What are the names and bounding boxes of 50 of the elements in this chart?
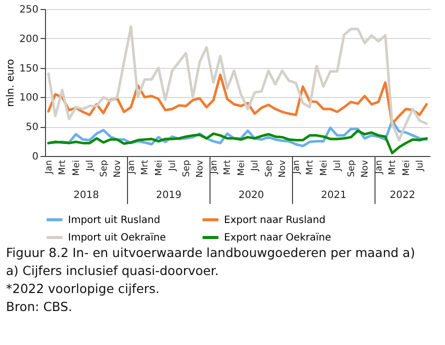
y-tick-label: 250 — [19, 4, 38, 16]
text: *2022 voorlopige cijfers. — [6, 280, 161, 298]
legend-label: Export naar Rusland — [224, 214, 326, 226]
text: 2019 — [156, 190, 182, 201]
x-tick-label: Mrt — [58, 160, 68, 175]
x-tick-label: Jul — [86, 160, 96, 172]
y-tick-label: 50 — [26, 122, 38, 134]
text: 2022 — [390, 190, 416, 201]
x-tick-label: Jan — [292, 160, 302, 175]
legend-label: Import uit Oekraïne — [68, 232, 166, 244]
x-tick-label: Mei — [319, 160, 330, 176]
y-tick-label: 150 — [19, 63, 38, 74]
y-axis-title: mln. euro — [5, 59, 16, 107]
x-tick-label: Mrt — [140, 160, 151, 175]
y-tick-label: 100 — [19, 92, 38, 104]
text: 2018 — [74, 190, 99, 201]
x-tick-label: Nov — [278, 159, 288, 178]
x-tick-label: Sep — [99, 160, 110, 177]
x-tick-label: Jan — [209, 160, 220, 175]
x-tick-label: Sep — [264, 160, 274, 177]
x-tick-label: Jul — [168, 160, 178, 172]
x-tick-label: Nov — [196, 159, 206, 178]
x-tick-label: Mei — [154, 160, 164, 176]
x-tick-label: Jul — [333, 160, 344, 172]
line-series — [47, 129, 428, 154]
x-tick-label: Mrt — [388, 160, 398, 175]
legend-label: Import uit Rusland — [68, 214, 160, 226]
text: 2021 — [321, 190, 346, 201]
y-tick-label: 0 — [32, 152, 38, 162]
x-tick-label: Mrt — [306, 160, 316, 175]
x-tick-label: Jan — [126, 160, 137, 175]
text: 2020 — [238, 190, 264, 201]
legend-label: Export naar Oekraïne — [224, 232, 332, 244]
x-tick-label: Mei — [402, 160, 412, 176]
x-tick-label: Mei — [72, 160, 82, 176]
x-tick-label: Mei — [236, 160, 247, 176]
y-tick-label: 200 — [19, 34, 38, 45]
x-tick-label: Sep — [346, 160, 357, 177]
text: Bron: CBS. — [6, 298, 74, 316]
x-tick-label: Jul — [250, 160, 261, 172]
text: a) Cijfers inclusief quasi-doorvoer. — [6, 262, 220, 280]
x-tick-label: Jul — [416, 160, 426, 172]
x-tick-label: Nov — [360, 159, 371, 178]
text: Figuur 8.2 In- en uitvoerwaarde landbouwgoederen per maand a) — [6, 244, 416, 262]
x-tick-label: Nov — [113, 159, 124, 178]
x-tick-label: Mrt — [223, 160, 234, 175]
line-series — [47, 25, 428, 142]
x-tick-label: Jan — [44, 160, 54, 175]
x-tick-label: Sep — [182, 160, 192, 177]
x-tick-label: Jan — [374, 160, 384, 175]
